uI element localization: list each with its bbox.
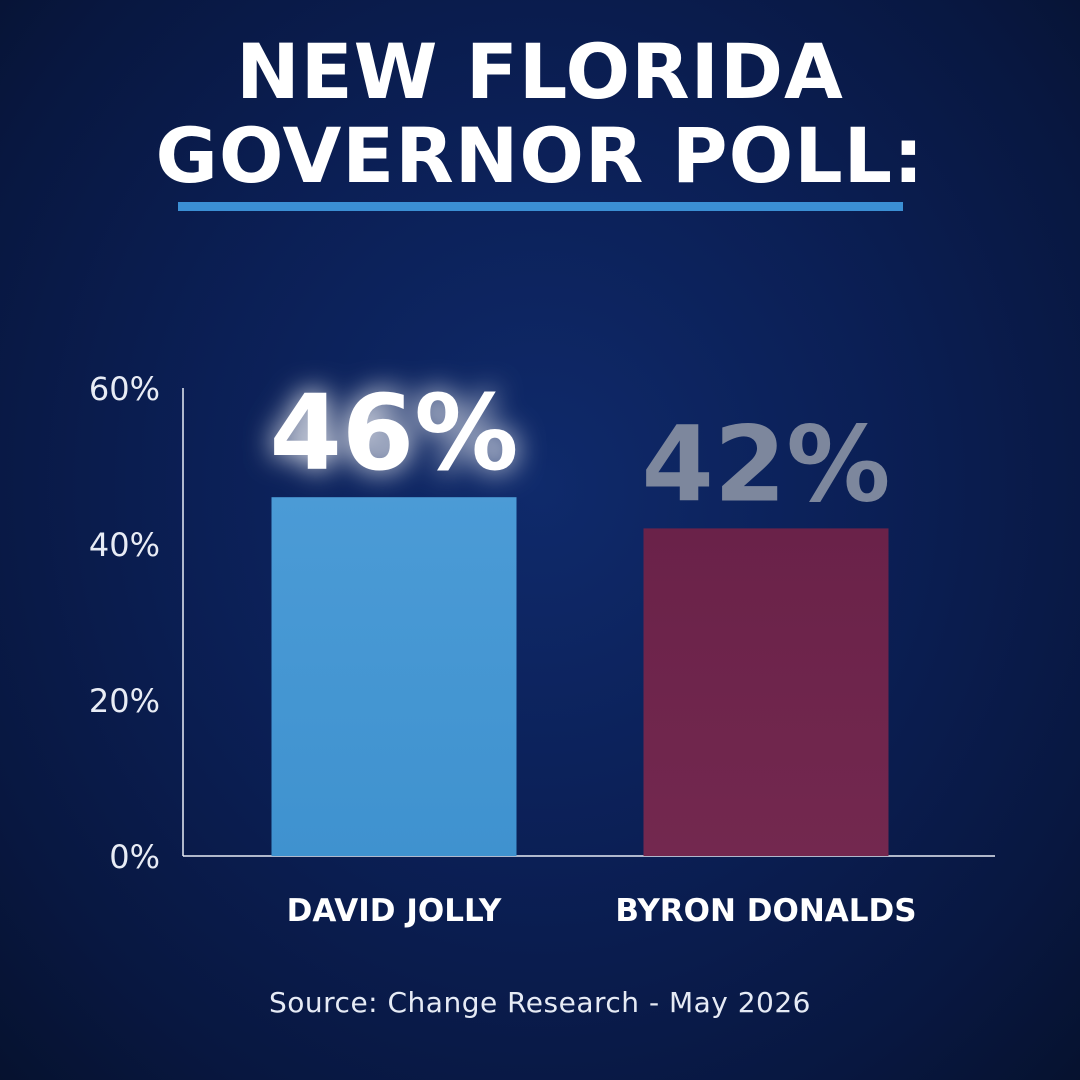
y-tick-label: 40% [89, 526, 160, 564]
bar-byron-donalds [643, 528, 889, 856]
data-label-byron-donalds: 42% [642, 403, 891, 525]
y-tick-label: 60% [89, 370, 160, 408]
y-tick-label: 20% [89, 682, 160, 720]
y-tick-label: 0% [109, 838, 160, 876]
title-line-2: GOVERNOR POLL: [155, 111, 925, 200]
bar-david-jolly [271, 497, 517, 856]
data-label-david-jolly: 46% [270, 372, 519, 494]
title-line-1: NEW FLORIDA [236, 27, 844, 116]
title-underline [178, 202, 903, 211]
category-label-byron-donalds: BYRON DONALDS [615, 893, 916, 929]
category-label-david-jolly: DAVID JOLLY [287, 893, 502, 929]
source-note: Source: Change Research - May 2026 [269, 986, 811, 1019]
page-title: NEW FLORIDA GOVERNOR POLL: [0, 30, 1080, 198]
